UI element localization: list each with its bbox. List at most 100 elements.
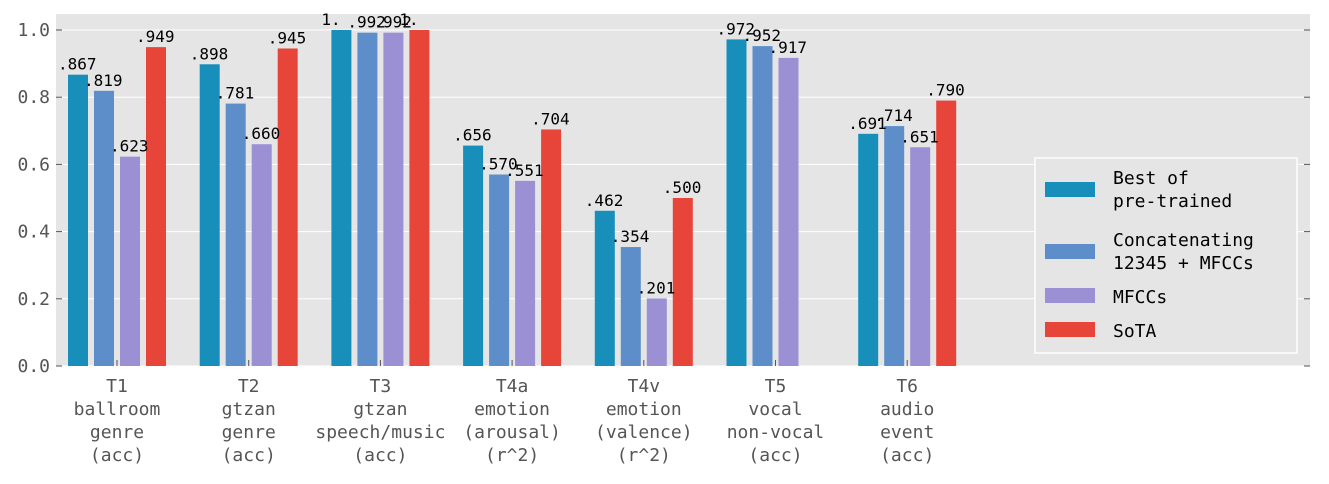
bar	[594, 210, 615, 366]
data-label: .992	[373, 13, 412, 32]
x-category-label: (acc)	[222, 445, 276, 466]
x-category-label: speech/music	[315, 422, 445, 443]
x-category-label: vocal	[748, 399, 802, 420]
data-label: .898	[190, 44, 229, 63]
data-label: .691	[848, 114, 887, 133]
legend-label: 12345 + MFCCs	[1113, 253, 1254, 274]
data-label: .651	[900, 127, 939, 146]
legend-label: Best of	[1113, 168, 1189, 189]
bar	[251, 144, 272, 366]
data-label: 1.	[399, 10, 418, 29]
bar	[910, 147, 931, 366]
data-label: .949	[136, 27, 175, 46]
x-category-label: non-vocal	[727, 422, 825, 443]
x-category-label: genre	[90, 422, 144, 443]
bar	[515, 180, 536, 366]
x-category-label: gtzan	[353, 399, 407, 420]
bar	[884, 126, 905, 366]
bar	[146, 47, 166, 367]
data-label: .867	[58, 55, 97, 74]
bar	[778, 57, 799, 366]
bar	[68, 74, 88, 367]
bar	[672, 198, 693, 366]
bar	[858, 133, 879, 366]
data-label: .201	[637, 278, 676, 297]
bar	[383, 32, 404, 367]
data-label: .714	[874, 106, 913, 125]
x-category-label: gtzan	[222, 399, 276, 420]
bar	[489, 174, 510, 366]
y-tick-label: 0.6	[17, 154, 50, 175]
bar	[752, 46, 773, 367]
x-category-label: T6	[896, 376, 918, 397]
x-category-label: T5	[765, 376, 787, 397]
data-label: .462	[585, 191, 624, 210]
x-category-label: T4v	[628, 376, 661, 397]
data-label: .551	[505, 161, 544, 180]
data-label: .917	[769, 38, 808, 57]
data-label: .819	[84, 71, 123, 90]
bar	[277, 48, 298, 366]
legend-label: Concatenating	[1113, 230, 1254, 251]
bar	[357, 32, 378, 367]
legend-swatch	[1045, 322, 1095, 337]
y-tick-label: 1.0	[17, 20, 50, 41]
data-label: .945	[268, 28, 307, 47]
y-tick-label: 0.8	[17, 87, 50, 108]
bar	[225, 103, 246, 367]
data-label: .790	[926, 81, 965, 100]
bar-series	[68, 30, 957, 367]
bar	[94, 90, 114, 366]
data-label: .952	[743, 26, 782, 45]
x-category-label: T4a	[496, 376, 529, 397]
bar	[199, 64, 220, 366]
bar	[331, 30, 352, 366]
x-category-label: audio	[880, 399, 934, 420]
x-category-label: emotion	[606, 399, 682, 420]
x-category-label: emotion	[474, 399, 550, 420]
x-category-label: (acc)	[880, 445, 934, 466]
bar	[120, 156, 140, 366]
y-tick-label: 0.4	[17, 222, 50, 243]
x-category-label: event	[880, 422, 934, 443]
legend-swatch	[1045, 288, 1095, 303]
x-category-label: (acc)	[90, 445, 144, 466]
data-label: 1.	[321, 10, 340, 29]
legend-label: MFCCs	[1113, 287, 1167, 308]
x-category-label: (acc)	[353, 445, 407, 466]
x-category-label: ballroom	[74, 399, 161, 420]
data-label: .704	[531, 109, 570, 128]
data-label: .992	[347, 13, 386, 32]
x-category-label: T1	[106, 376, 128, 397]
data-label: .972	[717, 19, 756, 38]
bar	[463, 145, 484, 366]
data-label: .500	[663, 178, 702, 197]
x-category-label: (r^2)	[485, 445, 539, 466]
legend-swatch	[1045, 182, 1095, 197]
x-category-label: T3	[370, 376, 392, 397]
y-axis-ticks: 0.0 0.2 0.4 0.6 0.8 1.0	[17, 20, 1310, 377]
x-category-label: T2	[238, 376, 260, 397]
data-label: .570	[479, 154, 518, 173]
x-category-label: genre	[222, 422, 276, 443]
legend-label: SoTA	[1113, 321, 1157, 342]
y-tick-label: 0.2	[17, 289, 50, 310]
bar	[646, 298, 667, 366]
data-label: .660	[242, 124, 281, 143]
x-category-label: (valence)	[595, 422, 693, 443]
bar	[620, 247, 641, 366]
data-labels: .867 .898 1. .656 .462 .972 .691 .819 .781 .992 .5…	[58, 10, 965, 297]
y-tick-label: 0.0	[17, 356, 50, 377]
bar	[409, 30, 430, 366]
x-axis-categories: T1ballroomgenre(acc)T2gtzangenre(acc)T3g…	[74, 360, 934, 466]
legend-swatch	[1045, 244, 1095, 259]
bar	[936, 100, 957, 366]
x-category-label: (arousal)	[463, 422, 561, 443]
data-label: .623	[110, 137, 149, 156]
data-label: .781	[216, 84, 255, 103]
bar	[541, 129, 562, 366]
data-label: .354	[611, 227, 650, 246]
legend-label: pre-trained	[1113, 191, 1232, 212]
